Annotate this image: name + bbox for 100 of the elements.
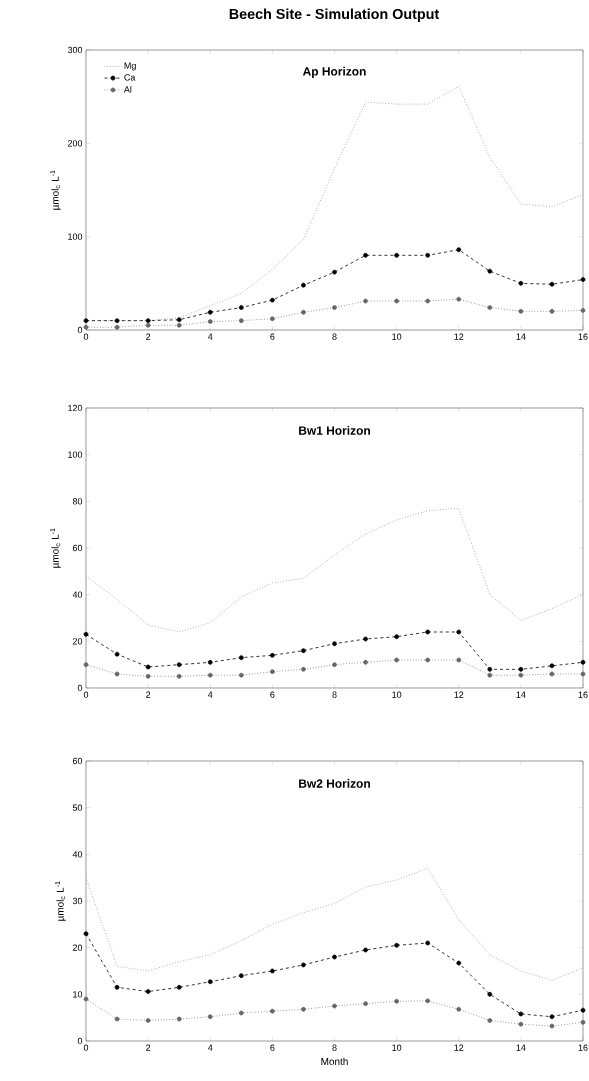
x-tick-label: 16 <box>578 1044 588 1051</box>
y-tick-label: 0 <box>77 1037 83 1045</box>
x-tick-label: 12 <box>454 691 464 698</box>
point <box>487 268 493 274</box>
point <box>207 319 213 324</box>
point <box>145 322 151 328</box>
point <box>487 672 493 678</box>
point <box>114 324 120 330</box>
x-tick-label: 6 <box>270 1044 275 1051</box>
point <box>207 309 213 315</box>
point <box>363 252 368 258</box>
point <box>425 252 431 258</box>
point <box>269 652 275 658</box>
point <box>145 318 151 324</box>
x-tick-label: 10 <box>392 333 402 340</box>
point <box>145 1018 151 1023</box>
point <box>549 1014 555 1020</box>
point <box>487 666 493 672</box>
point <box>238 672 244 678</box>
point <box>580 1007 586 1013</box>
x-tick-label: 16 <box>578 333 588 340</box>
x-tick-label: 2 <box>146 691 151 698</box>
point <box>83 996 89 1002</box>
point <box>332 305 337 310</box>
point <box>176 662 182 668</box>
point <box>580 671 586 677</box>
x-axis-title: Month <box>321 1057 348 1066</box>
x-tick-label: 10 <box>392 691 402 698</box>
y-tick-label: 200 <box>67 140 83 147</box>
y-tick-label: 0 <box>77 684 83 692</box>
x-tick-label: 8 <box>332 691 337 698</box>
point <box>301 648 306 654</box>
point <box>145 664 151 670</box>
point <box>301 1006 306 1012</box>
y-tick-label: 0 <box>77 326 83 334</box>
point <box>332 954 337 960</box>
point <box>238 305 244 310</box>
x-tick-label: 4 <box>207 1044 213 1051</box>
point <box>580 659 586 665</box>
point <box>425 298 431 304</box>
point <box>487 1018 493 1023</box>
y-tick-label: 80 <box>72 498 83 505</box>
point <box>549 663 555 669</box>
point <box>145 989 151 994</box>
x-tick-label: 14 <box>516 1044 526 1051</box>
point <box>363 298 368 304</box>
point <box>114 671 120 677</box>
point <box>176 1016 182 1022</box>
point <box>207 979 213 985</box>
point <box>487 991 493 997</box>
point <box>83 931 89 937</box>
point <box>456 657 462 663</box>
y-tick-label: 20 <box>72 638 83 645</box>
y-tick-label: 300 <box>67 46 83 54</box>
point <box>425 998 431 1004</box>
point <box>456 960 462 966</box>
point <box>301 962 306 968</box>
point <box>238 655 244 661</box>
point <box>518 666 524 672</box>
x-tick-label: 6 <box>270 691 275 698</box>
point <box>394 252 400 258</box>
x-tick-label: 8 <box>332 1044 337 1051</box>
point <box>176 673 182 679</box>
point <box>487 305 493 310</box>
point <box>145 673 151 679</box>
x-tick-label: 0 <box>83 333 89 340</box>
x-tick-label: 0 <box>83 691 89 698</box>
x-tick-label: 4 <box>207 691 213 698</box>
y-axis-title: µmol$_{c}$ L$^{-1}$ <box>50 528 61 568</box>
text: Bw2 Horizon <box>299 779 370 788</box>
point <box>176 317 182 323</box>
y-tick-label: 40 <box>72 591 83 598</box>
point <box>207 1014 213 1020</box>
point <box>549 671 555 677</box>
y-tick-label: 60 <box>72 757 83 765</box>
point <box>394 942 400 948</box>
x-tick-label: 10 <box>392 1044 402 1051</box>
point <box>456 247 462 253</box>
point <box>301 666 306 672</box>
point <box>332 1003 337 1009</box>
point <box>425 657 431 663</box>
point <box>580 277 586 282</box>
x-tick-label: 8 <box>332 333 337 340</box>
text: Ap Horizon <box>302 66 366 78</box>
y-tick-label: 100 <box>68 451 83 458</box>
y-tick-label: 10 <box>73 991 83 998</box>
x-tick-label: 4 <box>207 333 213 340</box>
point <box>549 281 555 287</box>
point <box>83 324 89 330</box>
x-tick-label: 2 <box>146 1044 151 1051</box>
point <box>176 984 182 990</box>
point <box>114 651 120 657</box>
point <box>518 1021 524 1027</box>
point <box>332 641 337 647</box>
point <box>176 322 182 328</box>
point <box>363 947 368 953</box>
point <box>269 669 275 675</box>
point <box>83 662 89 668</box>
legend-label: Mg <box>124 62 136 71</box>
point <box>394 657 400 663</box>
